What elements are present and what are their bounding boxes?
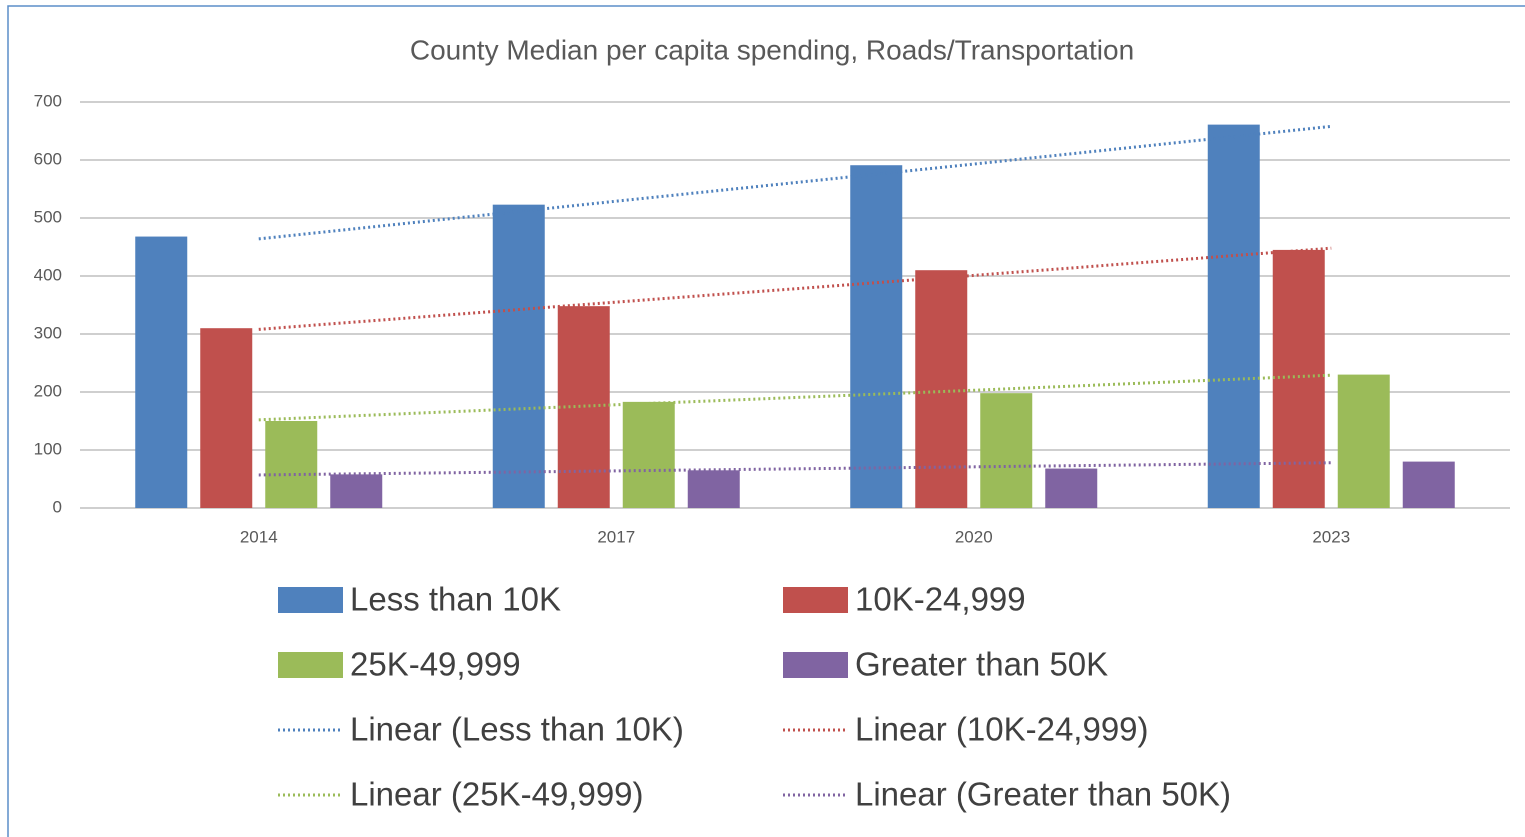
legend-label: Linear (Greater than 50K) [855,776,1231,813]
bar [850,165,903,508]
bar [135,236,188,508]
bar [330,474,383,508]
legend-label: Greater than 50K [855,646,1108,683]
y-tick-label: 200 [34,381,62,400]
legend-label: Less than 10K [350,581,561,618]
legend-swatch [783,652,848,678]
chart-title: County Median per capita spending, Roads… [410,34,1134,65]
y-tick-label: 500 [34,207,62,226]
legend-swatch [278,652,343,678]
chart-border [7,5,1525,837]
x-tick-label: 2020 [955,527,993,546]
y-tick-label: 100 [34,439,62,458]
legend-label: Linear (25K-49,999) [350,776,644,813]
trendline [258,246,1332,331]
bar [687,470,740,508]
bar [980,393,1033,508]
y-tick-label: 700 [34,91,62,110]
bar [1272,249,1325,508]
legend-label: 25K-49,999 [350,646,521,683]
bar [492,204,545,508]
bar [1337,374,1390,508]
trendline [258,461,1332,477]
bar [265,421,318,508]
y-tick-label: 0 [53,497,62,516]
bar [915,270,968,508]
bar [1045,468,1098,508]
x-tick-label: 2014 [240,527,278,546]
legend-label: Linear (Less than 10K) [350,711,684,748]
trendline [258,373,1332,422]
x-tick-label: 2023 [1312,527,1350,546]
legend-swatch [783,587,848,613]
y-tick-label: 600 [34,149,62,168]
legend-label: 10K-24,999 [855,581,1026,618]
trendline [258,124,1332,241]
legend-swatch [278,587,343,613]
bar [1207,124,1260,509]
x-tick-label: 2017 [597,527,635,546]
y-tick-label: 300 [34,323,62,342]
bar [200,328,253,508]
y-tick-label: 400 [34,265,62,284]
bar [622,401,675,508]
legend-label: Linear (10K-24,999) [855,711,1149,748]
bar [1402,461,1455,508]
